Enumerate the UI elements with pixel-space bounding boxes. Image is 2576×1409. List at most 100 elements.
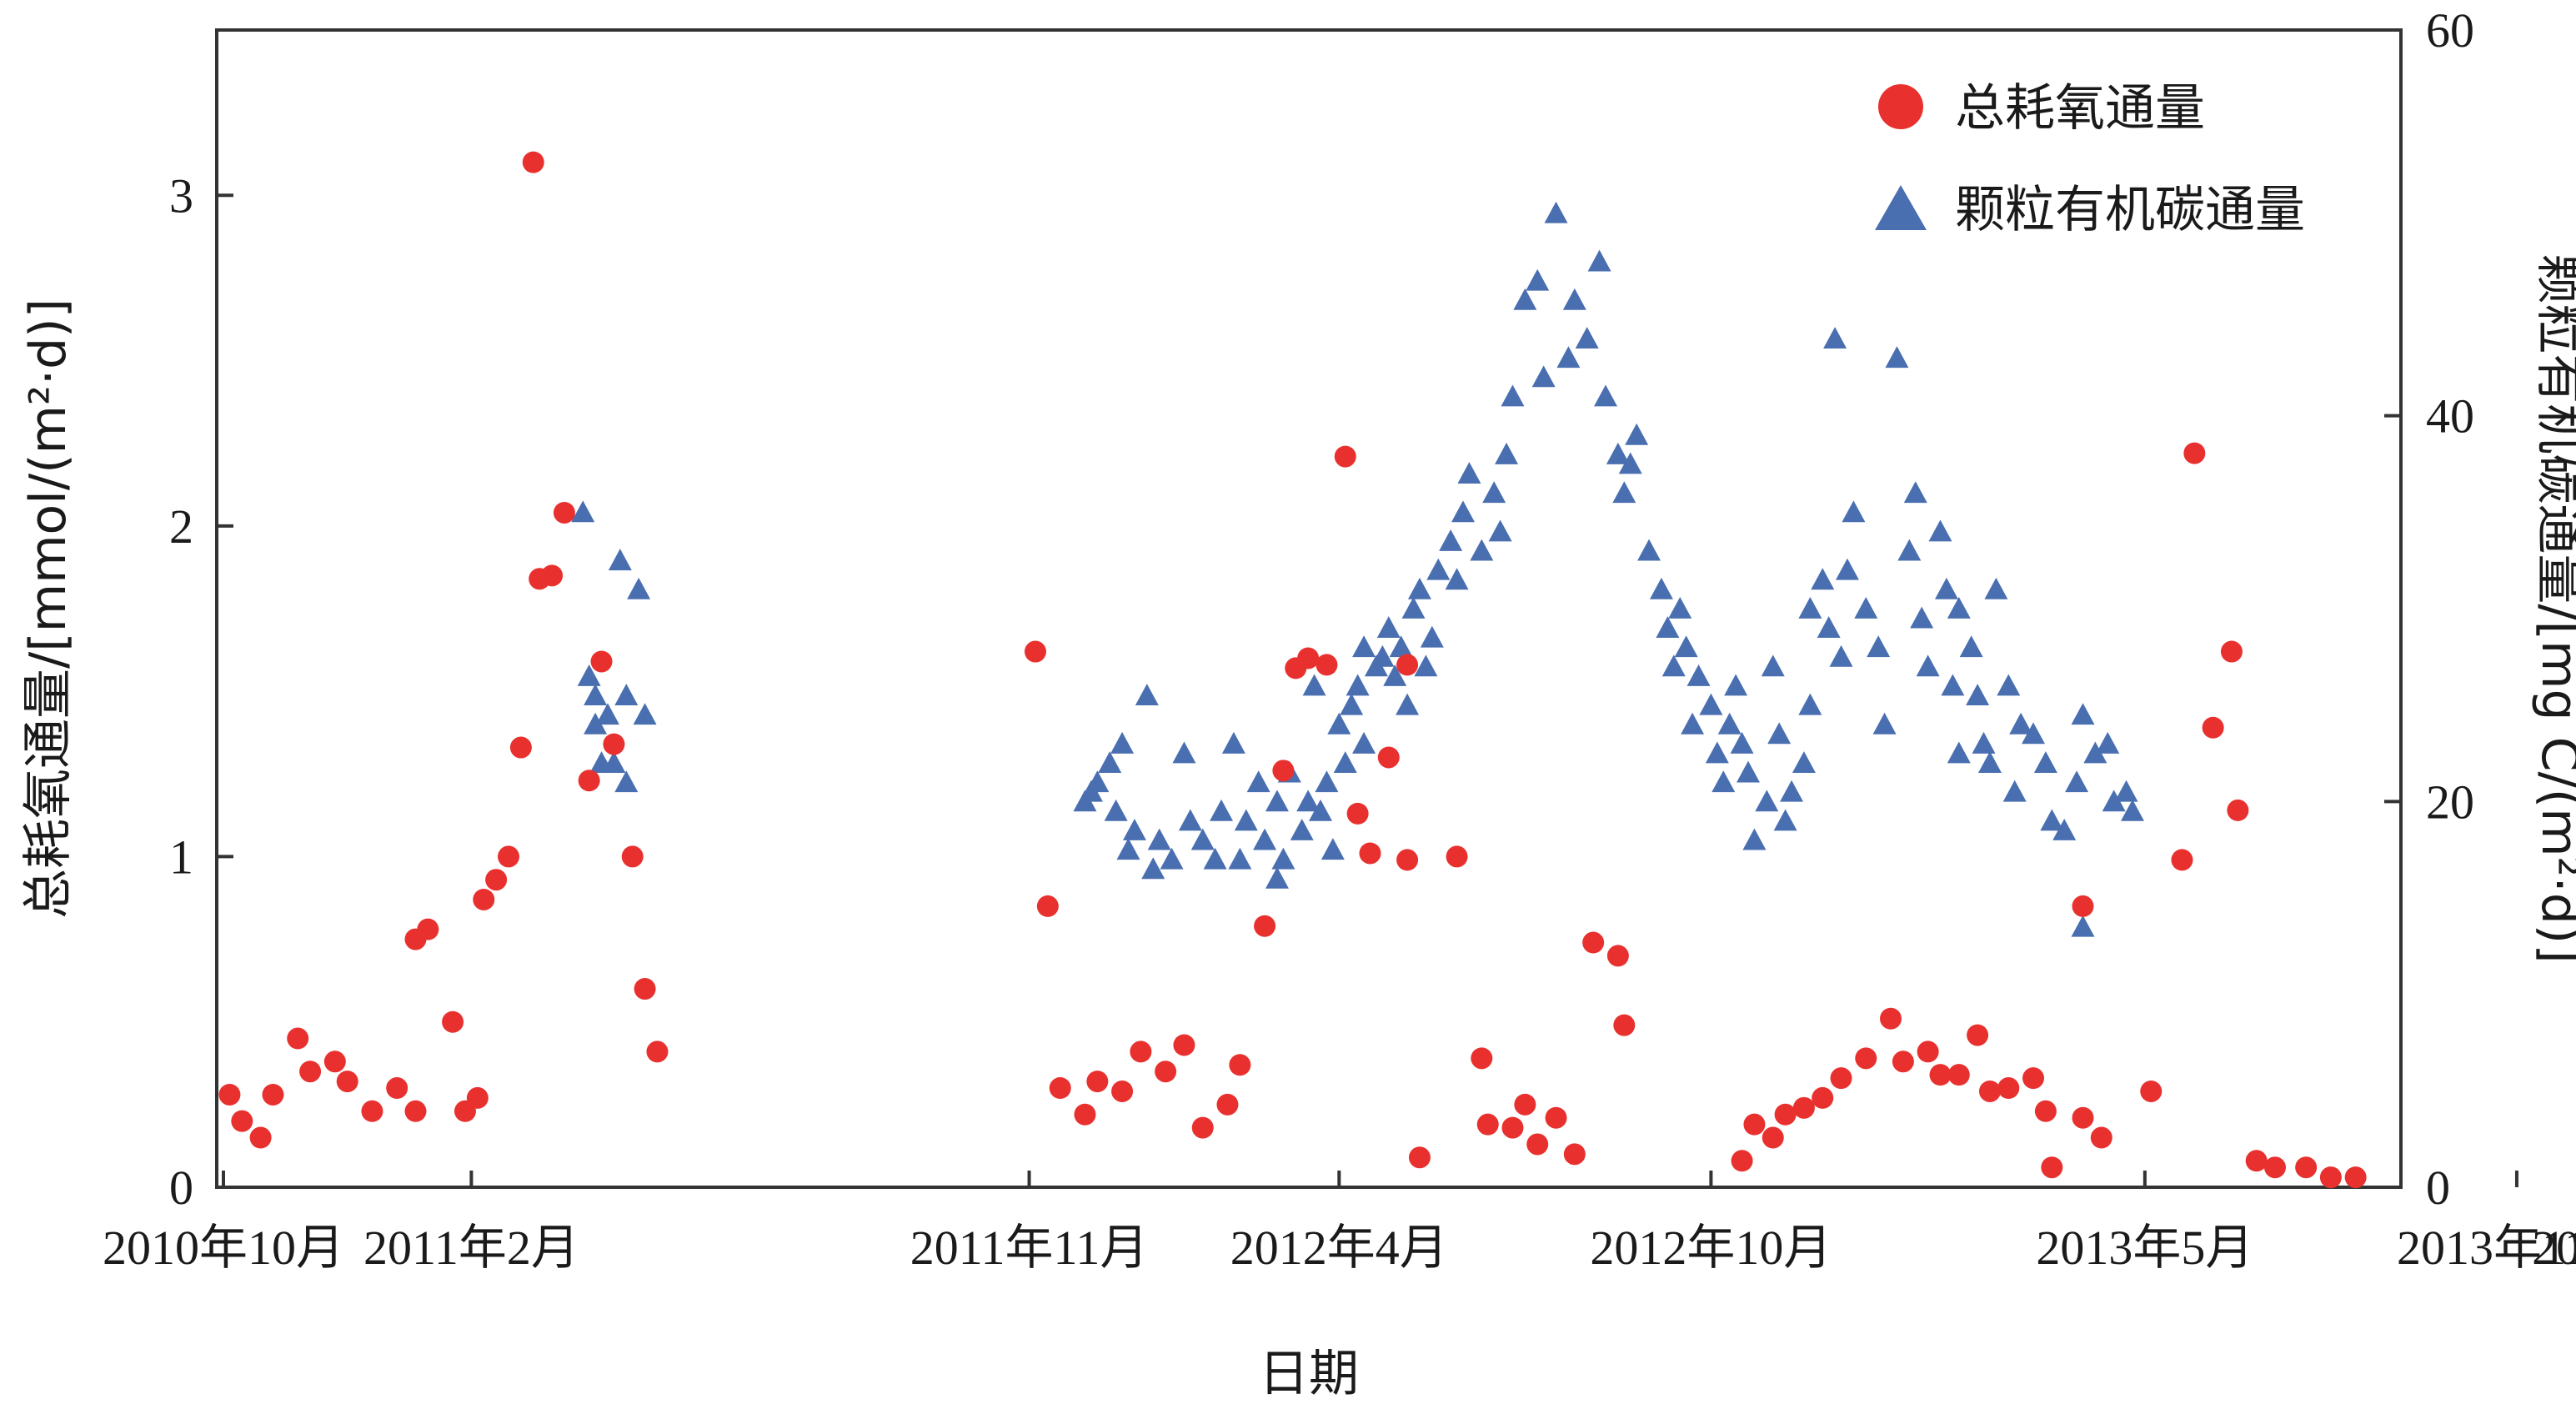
oxygen-data-point — [1762, 1126, 1784, 1149]
poc-data-point — [1798, 693, 1822, 715]
poc-data-point — [1705, 741, 1729, 764]
legend-marker-poc — [1875, 185, 1927, 230]
oxygen-data-point — [1408, 1146, 1431, 1169]
y-left-tick-label: 3 — [169, 168, 193, 223]
oxygen-data-point — [218, 1083, 241, 1106]
poc-data-point — [1618, 452, 1642, 474]
oxygen-data-point — [249, 1126, 272, 1149]
poc-data-point — [1221, 731, 1245, 754]
oxygen-data-point — [509, 736, 532, 759]
poc-data-point — [1451, 500, 1475, 523]
oxygen-data-point — [1526, 1133, 1549, 1156]
oxygen-data-point — [1501, 1116, 1524, 1139]
poc-data-point — [1265, 790, 1289, 812]
poc-data-point — [2083, 741, 2107, 764]
legend: 总耗氧通量 颗粒有机碳通量 — [1875, 79, 2305, 239]
oxygen-data-point — [2072, 895, 2094, 917]
oxygen-data-point — [1880, 1007, 1902, 1030]
poc-data-point — [1717, 712, 1742, 735]
poc-data-point — [2009, 712, 2033, 735]
poc-data-point — [1972, 731, 1996, 754]
oxygen-data-point — [1947, 1064, 1970, 1086]
poc-data-point — [1780, 780, 1804, 802]
poc-data-point — [1147, 828, 1171, 850]
oxygen-data-point — [231, 1110, 253, 1132]
poc-data-point — [1649, 577, 1673, 599]
oxygen-data-point — [578, 770, 600, 792]
oxygen-data-point — [1812, 1086, 1834, 1109]
y-left-axis-title: 总耗氧通量/[mmol/(m²·d)] — [19, 298, 78, 919]
poc-data-point — [1445, 568, 1469, 590]
oxygen-data-point — [2171, 849, 2193, 871]
y-left-tick-label: 2 — [169, 499, 193, 554]
poc-data-point — [608, 549, 632, 571]
oxygen-data-point — [1545, 1106, 1567, 1129]
poc-data-point — [1872, 712, 1897, 735]
poc-data-point — [1470, 539, 1494, 561]
series-oxygen-flux — [218, 151, 2367, 1189]
poc-data-point — [1098, 751, 1122, 773]
poc-data-point — [1594, 384, 1618, 407]
oxygen-data-point — [1476, 1113, 1499, 1136]
poc-data-point — [1854, 597, 1878, 619]
oxygen-data-point — [1359, 842, 1381, 865]
y-left-tick-labels: 0 1 2 3 — [169, 168, 193, 1215]
x-tick-label: 2013年11月 — [2397, 1221, 2576, 1275]
poc-data-point — [1556, 346, 1581, 369]
poc-data-point — [1674, 635, 1698, 658]
poc-data-point — [1178, 809, 1202, 831]
poc-data-point — [2114, 780, 2138, 802]
poc-data-point — [1135, 684, 1159, 705]
poc-data-point — [1296, 790, 1321, 812]
poc-data-point — [1352, 731, 1376, 754]
poc-data-point — [1755, 790, 1779, 812]
poc-data-point — [1110, 731, 1135, 754]
poc-data-point — [2040, 809, 2064, 831]
poc-data-point — [1730, 731, 1754, 754]
x-tick-label: 2011年11月 — [910, 1221, 1149, 1275]
poc-data-point — [1104, 799, 1128, 821]
poc-data-point — [1315, 770, 1339, 793]
poc-data-point — [1401, 597, 1426, 619]
y-left-tick-label: 0 — [169, 1161, 193, 1215]
oxygen-data-point — [336, 1071, 358, 1093]
y-right-tick-label: 20 — [2426, 775, 2474, 829]
oxygen-data-point — [2041, 1156, 2063, 1179]
oxygen-data-point — [2220, 640, 2243, 663]
poc-data-point — [1321, 838, 1345, 860]
oxygen-data-point — [1377, 746, 1400, 769]
poc-data-point — [1941, 674, 1965, 696]
poc-data-point — [1085, 770, 1110, 793]
poc-data-point — [1160, 847, 1184, 870]
poc-data-point — [1457, 462, 1481, 484]
axis-ticks — [217, 28, 2518, 1189]
poc-data-point — [1947, 741, 1971, 764]
oxygen-data-point — [1606, 945, 1629, 967]
poc-data-point — [1606, 442, 1630, 464]
poc-data-point — [1495, 442, 1519, 464]
poc-data-point — [1340, 693, 1364, 715]
oxygen-data-point — [466, 1086, 489, 1109]
oxygen-data-point — [1086, 1071, 1109, 1093]
oxygen-data-point — [262, 1083, 284, 1106]
poc-data-point — [584, 684, 608, 705]
y-right-tick-labels: 0 20 40 60 — [2426, 3, 2474, 1215]
poc-data-point — [1885, 346, 1909, 369]
oxygen-data-point — [1049, 1077, 1071, 1100]
oxygen-data-point — [442, 1010, 464, 1033]
poc-data-point — [1811, 568, 1835, 590]
poc-data-point — [1681, 712, 1705, 735]
oxygen-data-point — [404, 1100, 427, 1122]
oxygen-data-point — [1074, 1103, 1096, 1126]
oxygen-data-point — [1830, 1067, 1852, 1090]
oxygen-data-point — [1346, 802, 1369, 825]
poc-data-point — [1426, 558, 1451, 580]
poc-data-point — [1823, 327, 1847, 349]
poc-data-point — [577, 664, 601, 686]
oxygen-data-point — [1792, 1096, 1815, 1119]
oxygen-data-point — [1731, 1150, 1753, 1172]
poc-data-point — [1661, 654, 1686, 677]
oxygen-data-point — [498, 845, 520, 868]
legend-marker-oxygen — [1878, 84, 1923, 129]
